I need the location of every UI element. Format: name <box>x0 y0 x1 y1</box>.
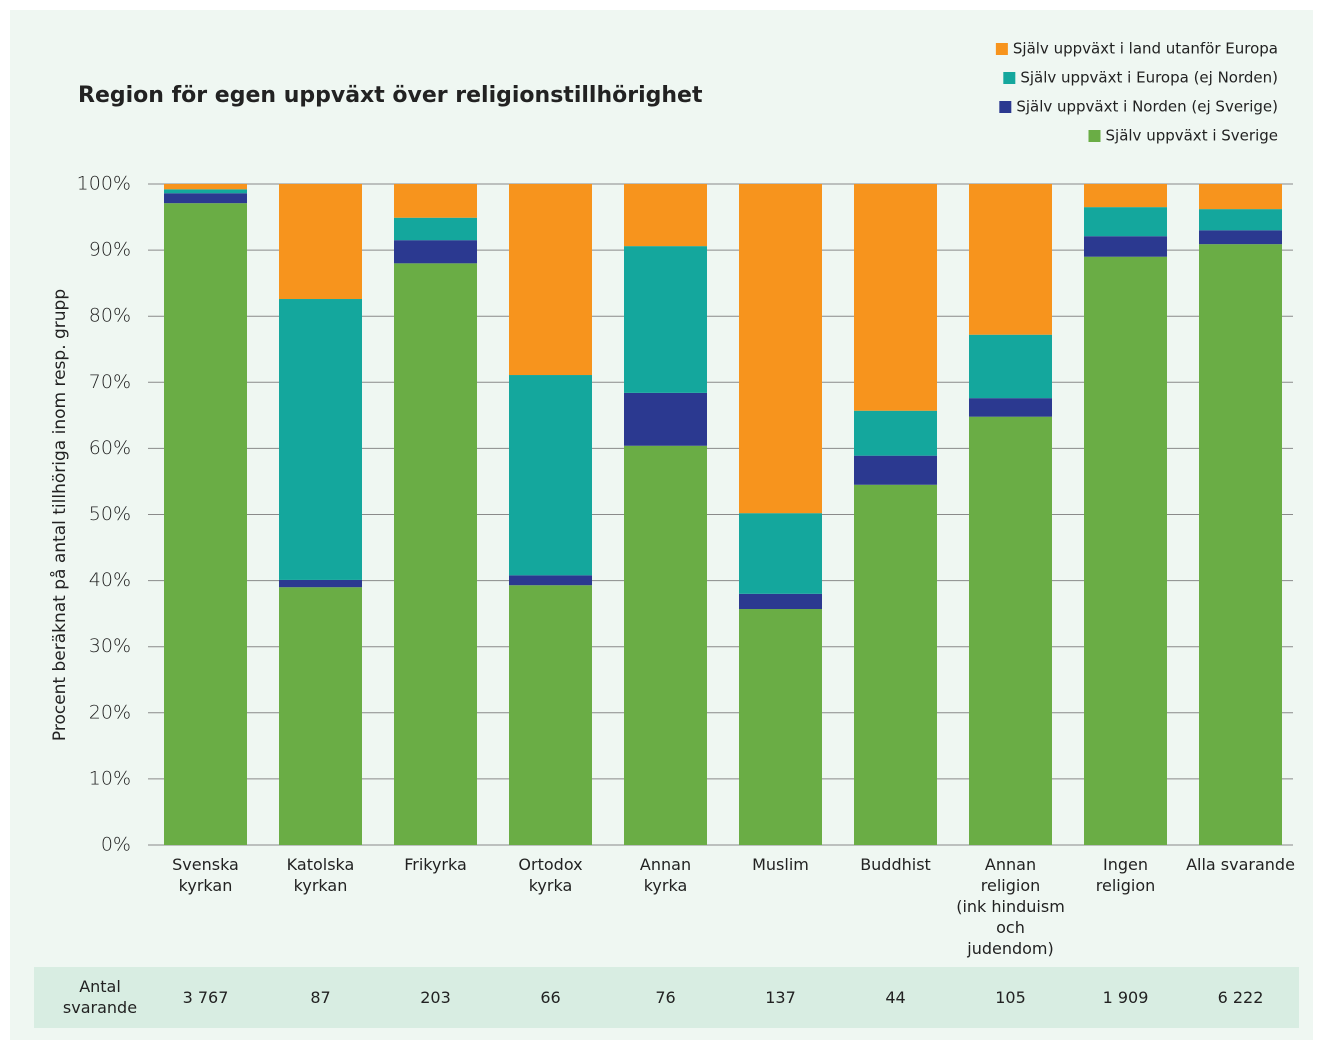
legend-swatch <box>995 43 1008 55</box>
x-tick-label: Frikyrka <box>404 855 467 874</box>
legend-swatch <box>999 101 1012 113</box>
bar-segment <box>1084 184 1167 208</box>
chart-title: Region för egen uppväxt över religionsti… <box>78 83 703 108</box>
legend-swatch <box>1003 72 1016 84</box>
bar-segment <box>164 184 247 190</box>
respondent-count: 87 <box>310 988 331 1007</box>
bar-segment <box>509 184 592 376</box>
x-tick-label: Annan religion (ink hinduism och judendo… <box>956 855 1065 958</box>
bar-segment <box>1199 209 1282 231</box>
respondent-count: 105 <box>995 988 1026 1007</box>
x-tick-label: Muslim <box>752 855 809 874</box>
legend-label: Själv uppväxt i land utanför Europa <box>1013 40 1278 58</box>
y-tick-label: 100% <box>77 173 131 195</box>
legend-swatch <box>1088 130 1101 142</box>
y-tick-label: 50% <box>89 503 131 525</box>
legend-label: Själv uppväxt i Europa (ej Norden) <box>1020 69 1278 87</box>
x-tick-label: Buddhist <box>860 855 931 874</box>
y-tick-label: 60% <box>89 437 131 459</box>
bar-segment <box>394 240 477 264</box>
bar-segment <box>394 217 477 241</box>
bar-segment <box>509 375 592 576</box>
bar-segment <box>624 392 707 446</box>
respondent-count: 44 <box>885 988 906 1007</box>
bar-segment <box>164 203 247 845</box>
bar-segment <box>854 455 937 485</box>
y-tick-label: 40% <box>89 569 131 591</box>
y-tick-label: 10% <box>89 767 131 789</box>
bar-segment <box>1084 207 1167 237</box>
respondent-count: 66 <box>540 988 561 1007</box>
x-tick-label: Ingen religion <box>1095 855 1156 895</box>
table-band <box>34 967 1299 1028</box>
y-tick-label: 80% <box>89 305 131 327</box>
bar-segment <box>394 184 477 218</box>
bar-segment <box>509 575 592 586</box>
bar-segment <box>739 513 822 594</box>
bar-segment <box>509 585 592 845</box>
y-tick-label: 30% <box>89 635 131 657</box>
bar-segment <box>164 189 247 194</box>
y-tick-label: 90% <box>89 239 131 261</box>
bar-segment <box>279 587 362 845</box>
bar-segment <box>624 184 707 247</box>
bar-segment <box>279 299 362 580</box>
bar-segment <box>394 263 477 845</box>
bar-segment <box>624 445 707 845</box>
bar-segment <box>1199 184 1282 210</box>
bar-segment <box>624 246 707 393</box>
y-axis-title: Procent beräknat på antal tillhöriga ino… <box>49 289 70 741</box>
bar-segment <box>279 579 362 588</box>
bar-segment <box>854 484 937 845</box>
bar-segment <box>1199 230 1282 245</box>
bar-segment <box>279 184 362 300</box>
bar-segment <box>969 416 1052 845</box>
x-tick-label: Ortodox kyrka <box>518 855 583 895</box>
respondent-count: 76 <box>655 988 676 1007</box>
x-tick-label: Svenska kyrkan <box>172 855 239 895</box>
bar-segment <box>1084 236 1167 257</box>
x-tick-label: Katolska kyrkan <box>286 855 355 895</box>
y-tick-label: 0% <box>101 834 131 856</box>
legend-label: Själv uppväxt i Norden (ej Sverige) <box>1016 98 1278 116</box>
bar-segment <box>854 184 937 411</box>
table-row-label: Antal svarande <box>62 977 138 1017</box>
bar-segment <box>969 334 1052 399</box>
bar-segment <box>854 410 937 456</box>
respondent-count: 137 <box>765 988 796 1007</box>
bar-segment <box>1199 244 1282 845</box>
respondent-count: 1 909 <box>1102 988 1149 1007</box>
bar-segment <box>739 184 822 514</box>
bar-segment <box>739 609 822 845</box>
legend-label: Själv uppväxt i Sverige <box>1106 127 1279 145</box>
respondent-count: 3 767 <box>182 988 229 1007</box>
x-tick-label: Annan kyrka <box>639 855 692 895</box>
y-tick-label: 70% <box>89 371 131 393</box>
bar-segment <box>969 398 1052 417</box>
bar-segment <box>969 184 1052 335</box>
bar-segment <box>1084 256 1167 846</box>
respondent-count: 203 <box>420 988 451 1007</box>
bar-segment <box>164 193 247 204</box>
x-tick-label: Alla svarande <box>1186 855 1295 874</box>
bar-segment <box>739 593 822 610</box>
respondent-count: 6 222 <box>1217 988 1264 1007</box>
y-tick-label: 20% <box>89 701 131 723</box>
